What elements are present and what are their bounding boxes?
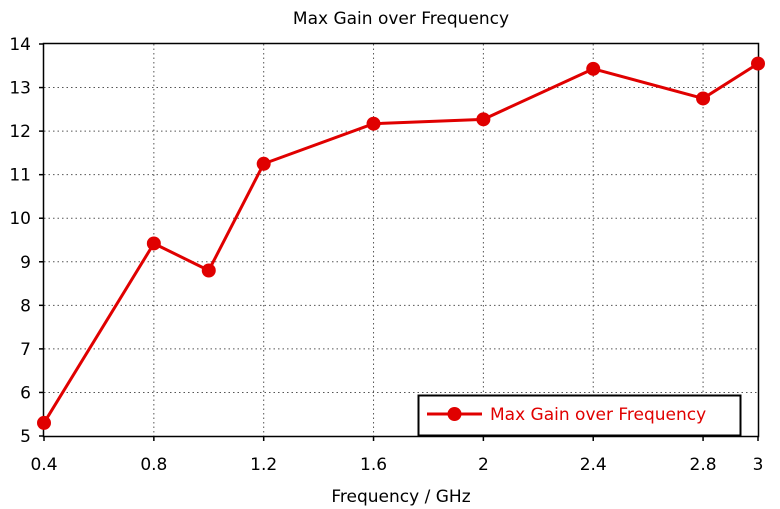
legend-label: Max Gain over Frequency xyxy=(490,405,706,425)
y-tick-label: 13 xyxy=(9,79,31,99)
x-tick-label: 2 xyxy=(478,455,489,475)
y-tick-label: 12 xyxy=(9,122,31,142)
x-tick-label: 0.4 xyxy=(30,455,57,475)
x-axis-label: Frequency / GHz xyxy=(331,487,470,507)
y-tick-label: 7 xyxy=(20,340,31,360)
y-tick-label: 5 xyxy=(20,427,31,447)
x-tick-label: 2.4 xyxy=(580,455,607,475)
data-point xyxy=(37,415,51,430)
data-point xyxy=(586,61,601,76)
legend-swatch-marker xyxy=(447,407,462,421)
x-tick-label: 0.8 xyxy=(140,455,167,475)
plot-frame xyxy=(42,42,760,438)
data-point xyxy=(146,236,161,251)
y-tick-label: 6 xyxy=(20,383,31,403)
legend: Max Gain over Frequency xyxy=(417,394,742,437)
y-tick-label: 10 xyxy=(9,209,31,229)
y-tick-label: 9 xyxy=(20,253,31,273)
x-tick-label: 2.8 xyxy=(690,455,717,475)
y-tick-label: 8 xyxy=(20,296,31,316)
chart-title: Max Gain over Frequency xyxy=(293,9,509,29)
grid xyxy=(44,44,758,436)
series-layer xyxy=(37,56,765,430)
x-tick-label: 1.2 xyxy=(250,455,277,475)
x-tick-label: 3 xyxy=(753,455,764,475)
data-point xyxy=(201,263,216,278)
y-tick-label: 11 xyxy=(9,166,31,186)
data-point xyxy=(696,91,711,106)
data-point xyxy=(751,56,765,71)
data-point xyxy=(256,156,271,171)
data-point xyxy=(366,116,381,131)
x-tick-label: 1.6 xyxy=(360,455,387,475)
axis-ticks: 5 6 7 8 9 10 11 12 13 14 0.4 0.8 1.2 1.6 2 2.4 2.8 3 xyxy=(9,35,763,475)
y-tick-label: 14 xyxy=(9,35,31,55)
data-point xyxy=(476,112,491,127)
